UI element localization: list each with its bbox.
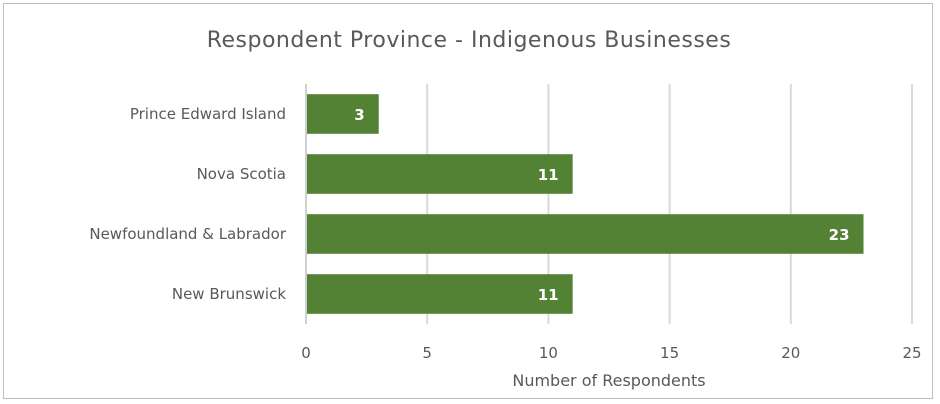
chart-title: Respondent Province - Indigenous Busines… bbox=[206, 28, 732, 53]
bar bbox=[307, 94, 379, 134]
gridlines bbox=[305, 84, 913, 324]
bar bbox=[307, 154, 573, 194]
x-tick-label: 0 bbox=[301, 344, 311, 362]
x-tick-label: 25 bbox=[902, 344, 921, 362]
data-label: 11 bbox=[538, 286, 559, 304]
data-label: 23 bbox=[829, 226, 850, 244]
bar bbox=[307, 274, 573, 314]
category-label: New Brunswick bbox=[172, 285, 286, 303]
plot-area: 11 23 11 3 0 5 10 15 20 25 New Brunswick Newfoundl… bbox=[89, 84, 922, 390]
data-label: 11 bbox=[538, 166, 559, 184]
x-tick-label: 5 bbox=[422, 344, 432, 362]
x-tick-label: 15 bbox=[660, 344, 679, 362]
chart-frame: Respondent Province - Indigenous Busines… bbox=[3, 3, 933, 399]
bar bbox=[307, 214, 864, 254]
bars: 11 23 11 3 bbox=[307, 94, 864, 314]
x-tick-label: 10 bbox=[539, 344, 558, 362]
x-tick-label: 20 bbox=[781, 344, 800, 362]
category-label: Nova Scotia bbox=[197, 165, 286, 183]
x-axis-title: Number of Respondents bbox=[512, 371, 705, 390]
data-label: 3 bbox=[354, 106, 364, 124]
axes: 0 5 10 15 20 25 New Brunswick Newfoundland & La… bbox=[89, 105, 921, 362]
category-label: Prince Edward Island bbox=[130, 105, 286, 123]
category-label: Newfoundland & Labrador bbox=[89, 225, 286, 243]
